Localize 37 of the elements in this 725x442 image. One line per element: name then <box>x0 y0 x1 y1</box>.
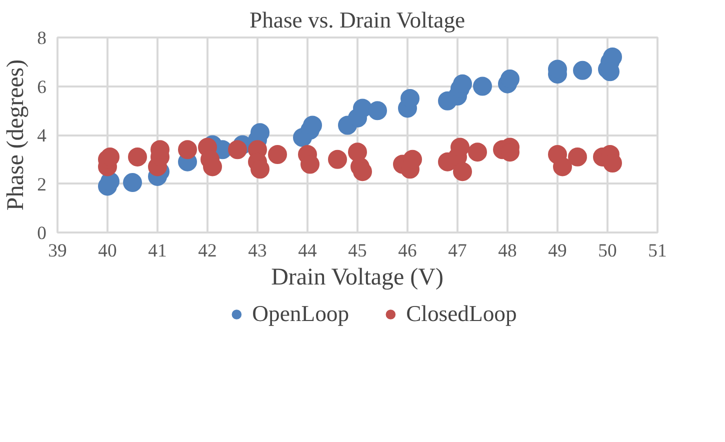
point <box>353 98 372 118</box>
legend-label: OpenLoop <box>252 301 350 327</box>
x-tick-label: 39 <box>48 240 67 262</box>
x-tick-label: 40 <box>98 240 117 262</box>
x-tick-label: 46 <box>398 240 417 262</box>
x-tick-label: 49 <box>548 240 567 262</box>
point <box>328 150 347 169</box>
x-tick-label: 44 <box>298 240 318 262</box>
point <box>128 147 147 166</box>
x-tick-label: 42 <box>198 240 217 262</box>
y-axis-title: Phase (degrees) <box>3 59 30 211</box>
y-tick-label: 2 <box>37 174 46 196</box>
x-tick-label: 51 <box>648 240 667 262</box>
legend-label: ClosedLoop <box>406 301 517 327</box>
x-tick-label: 45 <box>348 240 367 262</box>
point <box>453 162 472 182</box>
point <box>473 76 492 96</box>
point <box>368 101 387 120</box>
point <box>568 147 587 166</box>
x-tick-label: 50 <box>598 240 617 262</box>
point <box>228 140 247 160</box>
point <box>268 145 287 164</box>
point <box>468 142 487 162</box>
y-tick-label: 4 <box>37 126 48 146</box>
x-tick-label: 47 <box>448 240 467 262</box>
point <box>573 60 592 80</box>
y-tick-label: 6 <box>37 76 46 98</box>
point <box>553 157 572 176</box>
y-tick-label: 0 <box>37 223 46 244</box>
x-tick-label: 43 <box>248 240 267 262</box>
x-tick-label: 48 <box>498 240 517 262</box>
chart-title: Phase vs. Drain Voltage <box>249 8 466 32</box>
x-axis-title: Drain Voltage (V) <box>271 264 444 290</box>
point <box>123 173 142 192</box>
y-tick-label: 8 <box>37 28 46 49</box>
point <box>178 140 197 160</box>
x-tick-label: 41 <box>148 240 167 262</box>
